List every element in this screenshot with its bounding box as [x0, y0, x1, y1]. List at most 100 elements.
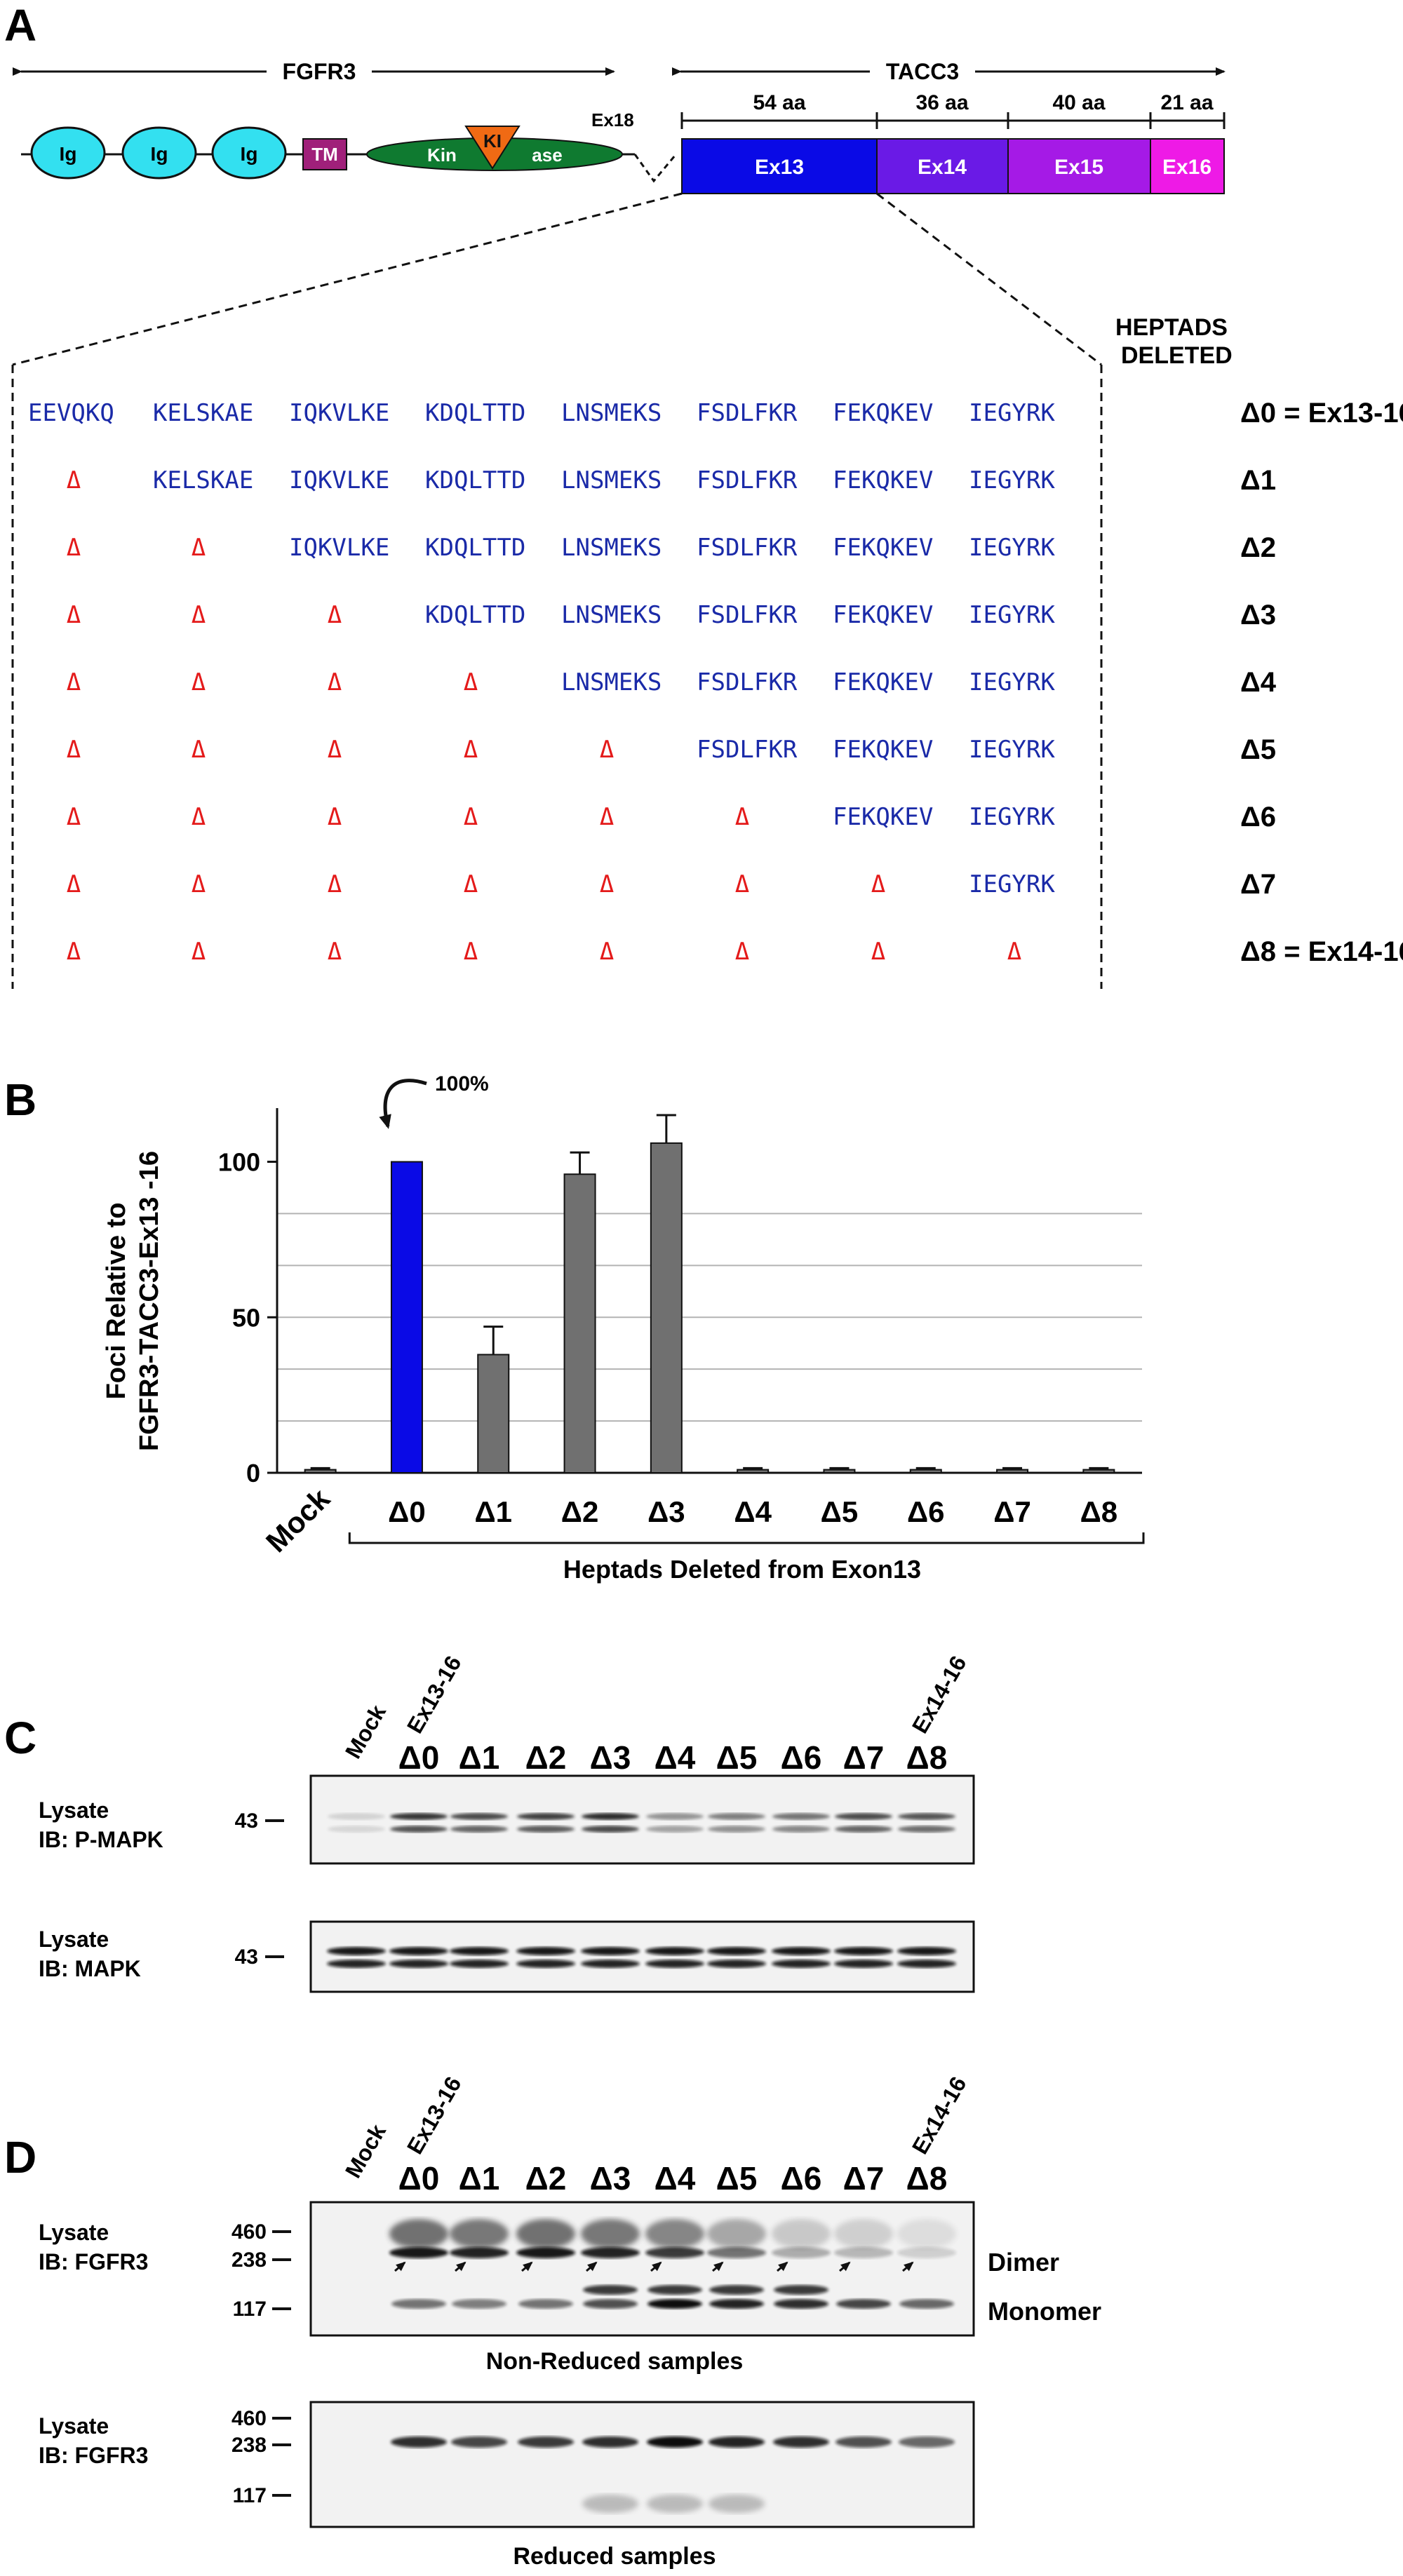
ex13-box [681, 138, 878, 194]
bar-Δ3 [650, 1142, 683, 1474]
deleted-heptad-mark: Δ [192, 938, 206, 966]
deleted-heptad-mark: Δ [600, 803, 614, 831]
fgfr3-label: FGFR3 [283, 59, 356, 84]
heptad-sequence: KELSKAE [153, 399, 253, 427]
dimer-arrow [777, 2261, 788, 2272]
lane-label: Δ7 [843, 1739, 885, 1776]
dimer-arrow [586, 2261, 598, 2272]
lane-label: Δ6 [781, 1739, 822, 1776]
heptad-sequence: FEKQKEV [833, 601, 933, 629]
heptad-sequence: FEKQKEV [833, 803, 933, 831]
deletion-row-label: Δ2 [1240, 532, 1276, 563]
ex14-label: Ex14 [918, 156, 967, 179]
y-tick-label: 0 [246, 1459, 260, 1488]
monomer-label: Monomer [988, 2297, 1101, 2326]
deletion-row-label: Δ1 [1240, 465, 1276, 496]
svg-text:ase: ase [532, 144, 562, 166]
annotation-100: 100% [435, 1072, 489, 1095]
fgfr3-r-marker-238: 238 [231, 2434, 267, 2457]
ig-domain-2: Ig [121, 126, 197, 180]
heptad-sequence: LNSMEKS [561, 534, 662, 562]
x-tick-label: Δ3 [647, 1495, 685, 1528]
dimer-arrow [650, 2261, 662, 2272]
fgfr3-r-marker-460: 460 [231, 2407, 267, 2430]
heptad-sequence: IEGYRK [969, 870, 1055, 898]
deleted-heptad-mark: Δ [464, 870, 478, 898]
heptad-sequence: FSDLFKR [697, 534, 798, 562]
deleted-heptad-mark: Δ [871, 870, 885, 898]
deleted-heptad-mark: Δ [192, 534, 206, 562]
deletion-row-label: Δ7 [1240, 869, 1276, 900]
deleted-heptad-mark: Δ [464, 736, 478, 764]
deletion-row-label: Δ8 = Ex14-16 [1240, 936, 1403, 967]
x-tick-label-mock: Mock [260, 1482, 337, 1559]
ki-label: KI [483, 130, 502, 151]
ex18-label: Ex18 [591, 109, 634, 130]
fgfr3-r-ib: IB: FGFR3 [39, 2443, 148, 2468]
ylabel-line-2: FGFR3-TACC3-Ex13 -16 [135, 1151, 164, 1451]
deleted-heptad-mark: Δ [328, 601, 342, 629]
ex16-label: Ex16 [1162, 156, 1211, 179]
svg-text:Kin: Kin [427, 144, 457, 166]
heptad-sequence: FSDLFKR [697, 736, 798, 764]
lane-label: Δ0 [398, 1739, 440, 1776]
deleted-heptad-mark: Δ [67, 466, 81, 494]
lane-label: Δ0 [398, 2160, 440, 2197]
heptad-sequence: KDQLTTD [425, 466, 525, 494]
heptad-sequence: KDQLTTD [425, 534, 525, 562]
bar-Δ8 [1082, 1469, 1115, 1474]
heptad-sequence: IEGYRK [969, 736, 1055, 764]
tm-domain: TM [302, 138, 347, 170]
heptad-sequence: FEKQKEV [833, 668, 933, 696]
deleted-heptad-mark: Δ [192, 803, 206, 831]
heptad-sequence: FEKQKEV [833, 534, 933, 562]
deleted-heptad-mark: Δ [328, 668, 342, 696]
lane-label: Δ2 [525, 1739, 567, 1776]
panel-d-lane-headers: Δ0 Δ1 Δ2 Δ3 Δ4 Δ5 Δ6 Δ7 Δ8 Mock Ex13-16 Ex14-16 [340, 2072, 972, 2197]
heptad-sequence: IQKVLKE [289, 534, 389, 562]
deletion-row-label: Δ5 [1240, 734, 1276, 765]
lane-label: Δ3 [590, 2160, 631, 2197]
ig-domain-1: Ig [30, 126, 106, 180]
ig-domain-3: Ig [211, 126, 287, 180]
aa-scale [680, 112, 1226, 129]
heptad-sequence: IEGYRK [969, 803, 1055, 831]
deletion-row-label: Δ0 = Ex13-16 [1240, 398, 1403, 429]
deletion-row-label: Δ4 [1240, 667, 1277, 698]
kinase-insert-triangle [464, 126, 521, 170]
heptad-sequence: IEGYRK [969, 534, 1055, 562]
lane-label-mock: Mock [340, 1700, 391, 1762]
deletion-bracket [348, 1532, 1145, 1544]
x-tick-label: Δ7 [993, 1495, 1031, 1528]
bar-Δ1 [477, 1354, 510, 1474]
deleted-heptad-mark: Δ [67, 870, 81, 898]
deleted-heptad-mark: Δ [464, 803, 478, 831]
ex13-label: Ex13 [755, 156, 804, 179]
deleted-heptad-mark: Δ [67, 668, 81, 696]
lane-label: Δ4 [654, 2160, 696, 2197]
deleted-heptad-mark: Δ [600, 736, 614, 764]
heptad-sequence: FSDLFKR [697, 399, 798, 427]
fgfr3-nonreduced-blot [309, 2201, 975, 2337]
dimer-arrow [394, 2261, 406, 2272]
heptad-sequence: FEKQKEV [833, 399, 933, 427]
x-tick-label: Δ2 [561, 1495, 599, 1528]
deleted-heptad-mark: Δ [464, 938, 478, 966]
nonreduced-caption: Non-Reduced samples [486, 2348, 744, 2375]
ex13-aa-label: 54 aa [753, 91, 805, 114]
svg-text:TM: TM [311, 144, 338, 165]
heptad-sequence: IQKVLKE [289, 466, 389, 494]
heptads-header-1: HEPTADS [1115, 314, 1228, 341]
lane-label: Δ2 [525, 2160, 567, 2197]
mapk-lysate: Lysate [39, 1927, 109, 1952]
lane-label-mock: Mock [340, 2119, 391, 2182]
bar-Δ0 [390, 1161, 423, 1474]
lane-label: Δ1 [459, 1739, 500, 1776]
lane-label-ex13-16: Ex13-16 [402, 1652, 466, 1738]
lane-label: Δ4 [654, 1739, 696, 1776]
zoom-guides [11, 192, 1103, 989]
fgfr3-nr-marker-117: 117 [233, 2298, 267, 2321]
dimer-arrow [455, 2261, 466, 2272]
y-tick-label: 100 [218, 1148, 260, 1177]
